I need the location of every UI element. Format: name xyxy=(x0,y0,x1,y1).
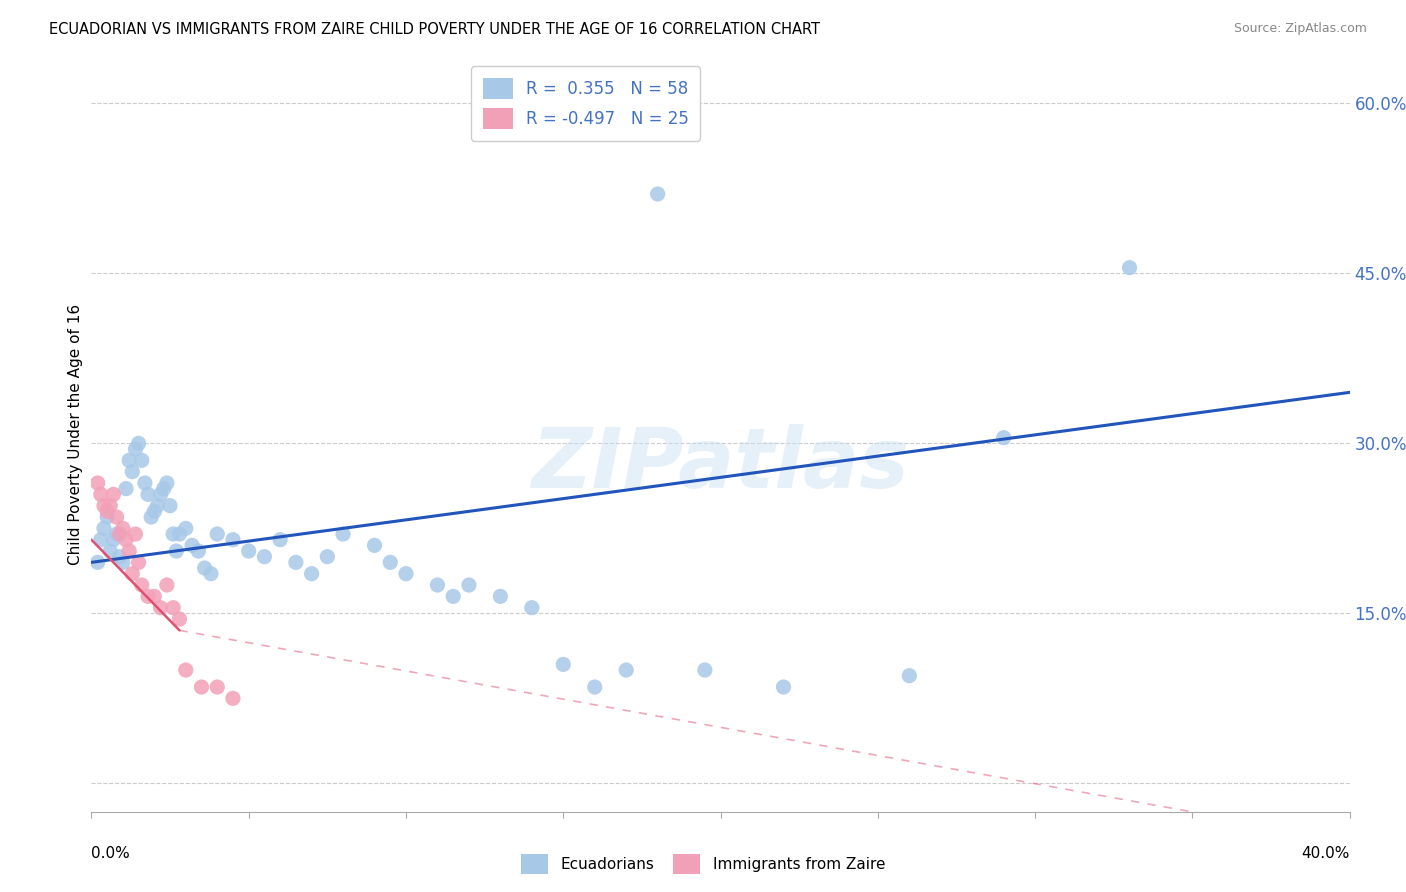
Text: Source: ZipAtlas.com: Source: ZipAtlas.com xyxy=(1233,22,1367,36)
Point xyxy=(98,499,121,513)
Point xyxy=(128,555,150,569)
Point xyxy=(86,555,108,569)
Point xyxy=(489,590,512,604)
Point xyxy=(156,578,179,592)
Point xyxy=(96,504,118,518)
Point xyxy=(103,533,125,547)
Point xyxy=(253,549,276,564)
Point xyxy=(105,510,128,524)
Point xyxy=(693,663,716,677)
Point xyxy=(111,555,134,569)
Point xyxy=(898,669,921,683)
Point xyxy=(115,533,138,547)
Point xyxy=(124,442,146,456)
Point xyxy=(284,555,307,569)
Point xyxy=(136,487,159,501)
Legend: Ecuadorians, Immigrants from Zaire: Ecuadorians, Immigrants from Zaire xyxy=(515,848,891,880)
Point xyxy=(205,527,228,541)
Point xyxy=(395,566,418,581)
Point xyxy=(146,499,169,513)
Point xyxy=(614,663,637,677)
Point xyxy=(583,680,606,694)
Point xyxy=(190,680,212,694)
Point xyxy=(108,549,131,564)
Point xyxy=(159,499,181,513)
Point xyxy=(222,691,245,706)
Point xyxy=(269,533,291,547)
Point xyxy=(1118,260,1140,275)
Y-axis label: Child Poverty Under the Age of 16: Child Poverty Under the Age of 16 xyxy=(67,304,83,566)
Point xyxy=(332,527,354,541)
Legend: R =  0.355   N = 58, R = -0.497   N = 25: R = 0.355 N = 58, R = -0.497 N = 25 xyxy=(471,66,700,141)
Point xyxy=(194,561,217,575)
Text: 40.0%: 40.0% xyxy=(1302,846,1350,861)
Point xyxy=(181,538,204,552)
Point xyxy=(205,680,228,694)
Point xyxy=(98,544,121,558)
Point xyxy=(131,453,153,467)
Point xyxy=(363,538,385,552)
Point xyxy=(93,499,115,513)
Point xyxy=(134,476,156,491)
Point xyxy=(103,487,125,501)
Point xyxy=(115,482,138,496)
Point xyxy=(149,600,172,615)
Point xyxy=(162,600,184,615)
Point xyxy=(152,482,174,496)
Point xyxy=(149,487,172,501)
Text: ZIPatlas: ZIPatlas xyxy=(531,425,910,506)
Point xyxy=(316,549,339,564)
Point xyxy=(143,590,166,604)
Point xyxy=(108,527,131,541)
Point xyxy=(105,527,128,541)
Point xyxy=(131,578,153,592)
Point xyxy=(426,578,449,592)
Point xyxy=(90,487,112,501)
Point xyxy=(169,527,191,541)
Point xyxy=(141,510,163,524)
Point xyxy=(96,510,118,524)
Point xyxy=(457,578,479,592)
Point xyxy=(86,476,108,491)
Point xyxy=(222,533,245,547)
Point xyxy=(238,544,260,558)
Point xyxy=(118,453,141,467)
Point xyxy=(993,431,1015,445)
Point xyxy=(647,186,669,201)
Text: ECUADORIAN VS IMMIGRANTS FROM ZAIRE CHILD POVERTY UNDER THE AGE OF 16 CORRELATIO: ECUADORIAN VS IMMIGRANTS FROM ZAIRE CHIL… xyxy=(49,22,820,37)
Point xyxy=(174,521,197,535)
Point xyxy=(90,533,112,547)
Point xyxy=(111,521,134,535)
Point xyxy=(121,465,143,479)
Point xyxy=(162,527,184,541)
Point xyxy=(174,663,197,677)
Point xyxy=(165,544,187,558)
Point xyxy=(136,590,159,604)
Point xyxy=(93,521,115,535)
Text: 0.0%: 0.0% xyxy=(91,846,131,861)
Point xyxy=(118,544,141,558)
Point xyxy=(187,544,209,558)
Point xyxy=(553,657,575,672)
Point xyxy=(169,612,191,626)
Point xyxy=(143,504,166,518)
Point xyxy=(520,600,543,615)
Point xyxy=(301,566,323,581)
Point xyxy=(121,566,143,581)
Point xyxy=(772,680,794,694)
Point xyxy=(380,555,402,569)
Point xyxy=(128,436,150,450)
Point xyxy=(156,476,179,491)
Point xyxy=(441,590,464,604)
Point xyxy=(124,527,146,541)
Point xyxy=(200,566,222,581)
